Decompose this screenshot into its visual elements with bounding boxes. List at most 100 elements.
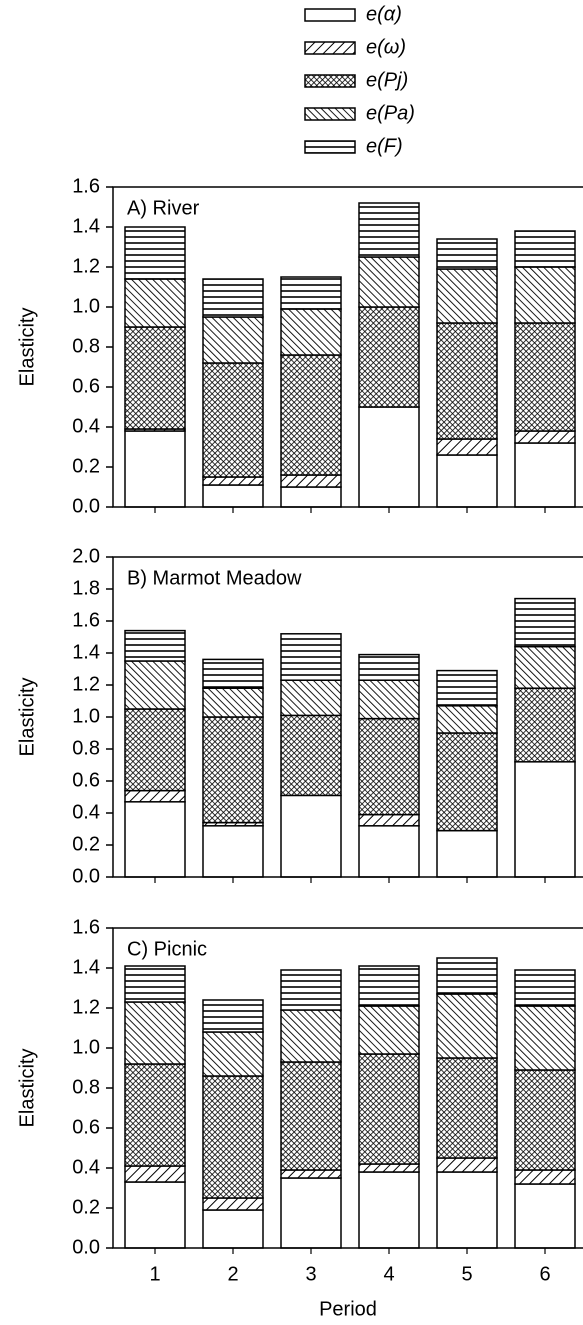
y-tick-label: 1.0 [72,705,100,727]
bar-segment [436,438,498,456]
bar-segment [124,789,186,803]
legend-label: e(Pa) [366,102,415,124]
x-tick-label: 5 [461,1263,472,1285]
bar-segment [514,1069,576,1171]
bar-segment [280,969,342,1011]
bar-segment [280,474,342,488]
bar-segment [514,969,576,1007]
bar-segment [280,633,342,681]
y-tick-label: 1.4 [72,956,100,978]
y-axis-label: Elasticity [16,1049,38,1128]
bar-segment [124,965,186,1003]
bar-segment [202,362,264,478]
bar-segment [202,476,264,486]
y-tick-label: 2.0 [72,545,100,567]
bar-segment [436,1171,498,1249]
bar-segment [124,629,186,662]
y-tick-label: 1.2 [72,255,100,277]
y-tick-label: 1.2 [72,673,100,695]
legend-label: e(Pj) [366,69,408,91]
bar-segment [280,679,342,717]
bar-segment [436,993,498,1059]
y-tick-label: 1.8 [72,577,100,599]
legend-swatch [304,8,356,22]
bar-segment [202,999,264,1033]
bar-segment [514,645,576,689]
bar-segment [202,687,264,718]
y-axis-label: Elasticity [16,308,38,387]
bar-segment [202,825,264,878]
bar-segment [436,1157,498,1173]
bar-segment [514,442,576,508]
bar-segment [124,1181,186,1249]
bar-segment [358,679,420,720]
bar-segment [358,813,420,827]
bar-segment [514,597,576,648]
bar-segment [124,660,186,710]
bar-segment [358,256,420,308]
panel-title: C) Picnic [127,938,207,960]
y-tick-label: 0.6 [72,1116,100,1138]
x-tick-label: 2 [227,1263,238,1285]
bar-segment [436,705,498,734]
y-tick-label: 0.0 [72,1236,100,1258]
x-tick-label: 1 [149,1263,160,1285]
bar-segment [280,714,342,797]
bar-segment [514,266,576,324]
bar-segment [202,1031,264,1077]
bar-segment [514,322,576,432]
y-tick-label: 0.6 [72,769,100,791]
bar-segment [124,430,186,508]
bar-segment [280,486,342,508]
bar-segment [280,1169,342,1179]
y-tick-label: 0.2 [72,1196,100,1218]
y-tick-label: 0.2 [72,455,100,477]
bar-segment [124,801,186,878]
bar-segment [124,226,186,280]
bar-segment [514,230,576,268]
legend-swatch [304,41,356,55]
panel-title: A) River [127,197,200,219]
x-axis-label: Period [319,1298,377,1320]
bar-segment [358,717,420,816]
bar-segment [280,1061,342,1171]
y-tick-label: 0.4 [72,801,100,823]
y-tick-label: 0.8 [72,1076,100,1098]
bar-segment [124,326,186,430]
bar-segment [436,829,498,878]
bar-segment [202,658,264,689]
y-tick-label: 0.0 [72,865,100,887]
y-tick-label: 0.8 [72,737,100,759]
legend-label: e(α) [366,3,402,25]
y-tick-label: 1.4 [72,215,100,237]
bar-segment [202,316,264,364]
legend-swatch [304,140,356,154]
y-tick-label: 0.0 [72,495,100,517]
bar-segment [436,669,498,707]
bar-segment [436,957,498,995]
y-tick-label: 1.2 [72,996,100,1018]
x-tick-label: 3 [305,1263,316,1285]
bar-segment [202,1075,264,1199]
y-tick-label: 1.0 [72,1036,100,1058]
legend-swatch [304,74,356,88]
bar-segment [358,1053,420,1165]
x-tick-label: 4 [383,1263,394,1285]
bar-segment [202,1209,264,1249]
y-tick-label: 1.4 [72,641,100,663]
legend-label: e(ω) [366,36,406,58]
bar-segment [280,1177,342,1249]
bar-segment [358,306,420,408]
bar-segment [358,406,420,508]
panel-title: B) Marmot Meadow [127,567,302,589]
bar-segment [436,238,498,270]
y-tick-label: 0.4 [72,1156,100,1178]
bar-segment [436,268,498,324]
bar-segment [436,1057,498,1159]
bar-segment [280,794,342,878]
bar-segment [358,1171,420,1249]
bar-segment [514,430,576,444]
y-tick-label: 1.0 [72,295,100,317]
bar-segment [124,1001,186,1065]
